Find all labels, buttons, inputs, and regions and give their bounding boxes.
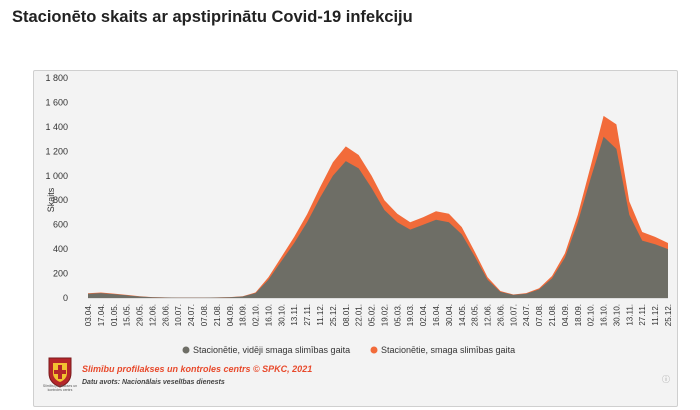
- x-tick-label: 03.04.: [84, 304, 93, 326]
- series-layer: [88, 115, 668, 299]
- x-tick-label: 22.01.: [355, 304, 364, 326]
- footer-credit: Slimību profilakses un kontroles centrs …: [82, 364, 313, 374]
- x-tick-label: 12.06.: [484, 304, 493, 326]
- x-tick-label: 05.03.: [393, 304, 402, 326]
- x-tick-label: 05.02.: [368, 304, 377, 326]
- x-tick-label: 15.05.: [123, 304, 132, 326]
- y-tick-label: 200: [53, 269, 68, 279]
- x-tick-label: 14.05.: [458, 304, 467, 326]
- legend-label: Stacionētie, smaga slimības gaita: [381, 345, 515, 355]
- legend-marker: [182, 346, 190, 354]
- y-tick-label: 1 200: [45, 146, 68, 156]
- x-tick-label: 13.11.: [625, 304, 634, 326]
- legend-marker: [370, 346, 378, 354]
- x-tick-label: 07.08.: [535, 304, 544, 326]
- x-tick-label: 13.11.: [290, 304, 299, 326]
- x-tick-label: 28.05.: [471, 304, 480, 326]
- x-tick-label: 04.09.: [561, 304, 570, 326]
- x-tick-label: 27.11.: [638, 304, 647, 326]
- x-tick-label: 12.06.: [148, 304, 157, 326]
- x-tick-label: 16.10.: [600, 304, 609, 326]
- x-tick-label: 30.10.: [612, 304, 621, 326]
- y-tick-label: 1 800: [45, 73, 68, 83]
- x-tick-label: 19.02.: [380, 304, 389, 326]
- y-tick-label: 400: [53, 244, 68, 254]
- page-title: Stacionēto skaits ar apstiprinātu Covid-…: [12, 8, 413, 26]
- x-tick-label: 16.10.: [264, 304, 273, 326]
- y-tick-label: 600: [53, 220, 68, 230]
- x-tick-label: 01.05.: [110, 304, 119, 326]
- series-moderate-area: [88, 136, 668, 298]
- x-tick-label: 07.08.: [200, 304, 209, 326]
- x-tick-label: 27.11.: [303, 304, 312, 326]
- x-tick-label: 26.06.: [496, 304, 505, 326]
- info-icon: ⓘ: [662, 375, 670, 384]
- x-axis: 03.04. 17.04. 01.05. 15.05. 29.05. 12.06. 26.0…: [84, 304, 673, 326]
- x-tick-label: 10.07.: [174, 304, 183, 326]
- x-tick-label: 21.08.: [548, 304, 557, 326]
- x-tick-label: 02.10.: [252, 304, 261, 326]
- x-tick-label: 08.01.: [342, 304, 351, 326]
- x-tick-label: 21.08.: [213, 304, 222, 326]
- x-tick-label: 25.12.: [664, 304, 673, 326]
- y-tick-label: 1 600: [45, 97, 68, 107]
- x-tick-label: 10.07.: [509, 304, 518, 326]
- legend-label: Stacionētie, vidēji smaga slimības gaita: [193, 345, 350, 355]
- spkc-logo: [48, 357, 72, 388]
- x-tick-label: 26.06.: [161, 304, 170, 326]
- legend: Stacionētie, vidēji smaga slimības gaita…: [182, 345, 515, 355]
- footer-source: Datu avots: Nacionālais veselības dienes…: [82, 379, 225, 386]
- logo-caption: Slimību profilakses un kontroles centrs: [42, 384, 78, 392]
- y-tick-label: 800: [53, 195, 68, 205]
- x-tick-label: 11.12.: [316, 304, 325, 326]
- x-tick-label: 30.04.: [445, 304, 454, 326]
- x-tick-label: 24.07.: [187, 304, 196, 326]
- x-tick-label: 29.05.: [136, 304, 145, 326]
- x-tick-label: 18.09.: [239, 304, 248, 326]
- x-tick-label: 30.10.: [277, 304, 286, 326]
- y-tick-label: 1 400: [45, 122, 68, 132]
- y-tick-label: 0: [63, 293, 68, 303]
- x-tick-label: 17.04.: [97, 304, 106, 326]
- x-tick-label: 19.03.: [406, 304, 415, 326]
- x-tick-label: 18.09.: [574, 304, 583, 326]
- x-tick-label: 04.09.: [226, 304, 235, 326]
- x-tick-label: 02.04.: [419, 304, 428, 326]
- y-axis-label: Skaits: [46, 187, 56, 212]
- x-tick-label: 16.04.: [432, 304, 441, 326]
- x-tick-label: 11.12.: [651, 304, 660, 326]
- x-tick-label: 25.12.: [329, 304, 338, 326]
- y-tick-label: 1 000: [45, 171, 68, 181]
- x-tick-label: 02.10.: [587, 304, 596, 326]
- x-tick-label: 24.07.: [522, 304, 531, 326]
